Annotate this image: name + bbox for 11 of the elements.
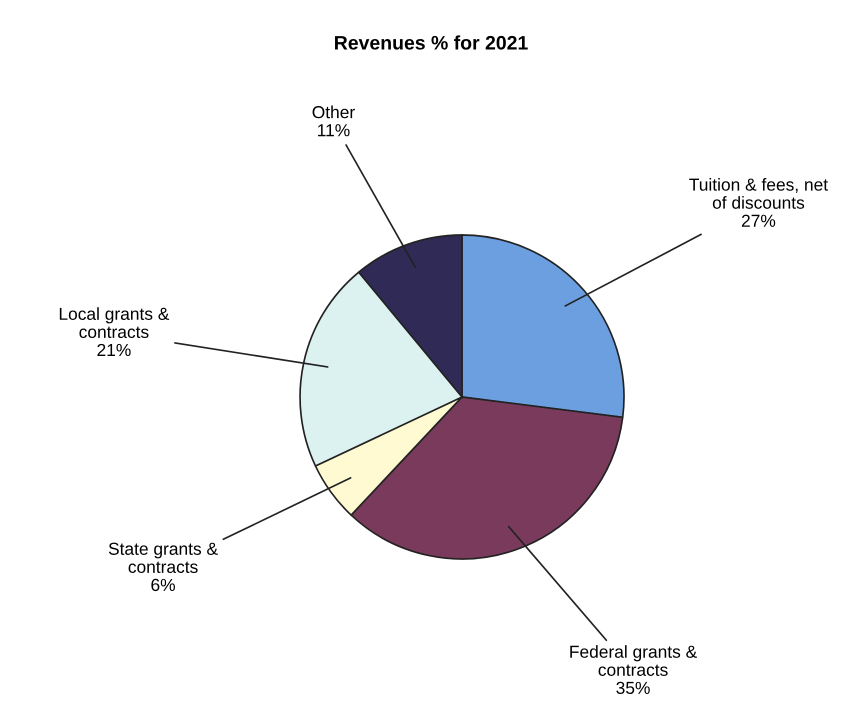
data-label: 21% [97, 344, 131, 356]
slice-label: Tuition & fees, net of discounts [689, 178, 828, 209]
data-label: 35% [616, 682, 650, 694]
slice-label: Federal grants & contracts [570, 645, 697, 676]
slice-label: State grants & contracts [108, 542, 218, 574]
slice-label: Local grants & contracts [60, 307, 170, 338]
chart-title: Revenues % for 2021 [335, 35, 528, 50]
data-label: 11% [318, 124, 350, 136]
data-label: 6% [151, 578, 175, 592]
slice-label: Other [312, 106, 355, 118]
data-label: 27% [742, 214, 776, 227]
